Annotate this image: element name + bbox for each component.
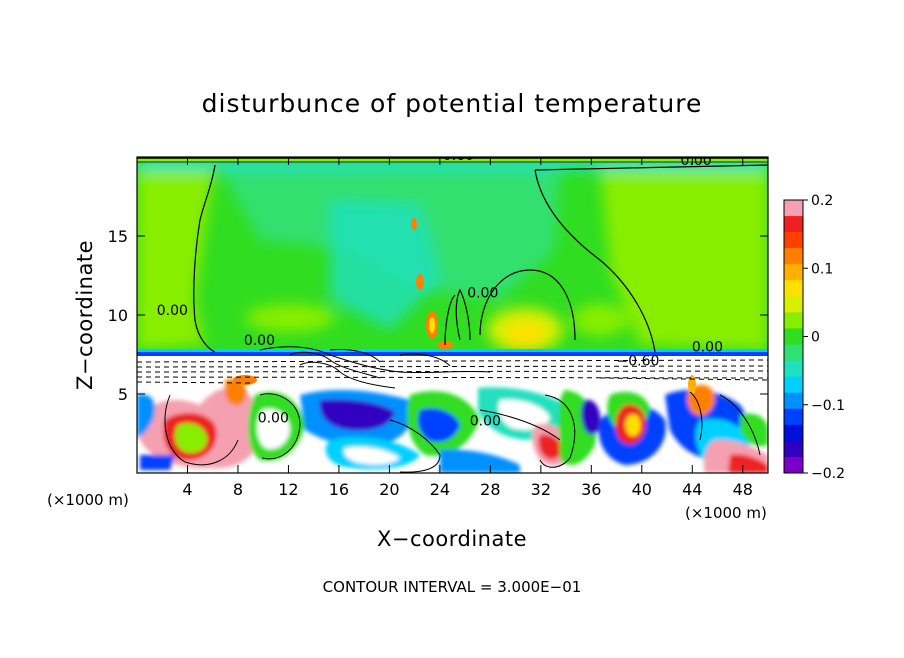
x-tick-label: 4	[182, 480, 192, 499]
colorbar-tick-label: 0.2	[811, 193, 833, 209]
contour-label: 0.00	[692, 339, 723, 355]
colorbar-ticks: 0.2 0.1 0 −0.1 −0.2	[803, 193, 845, 482]
chart-title: disturbunce of potential temperature	[202, 89, 703, 118]
top-strip	[137, 157, 768, 161]
colorbar-swatch	[784, 232, 803, 249]
colorbar-swatch	[784, 376, 803, 394]
colorbar-swatch	[784, 392, 803, 410]
colorbar-swatch	[784, 216, 803, 233]
colorbar-swatch	[784, 328, 803, 346]
contour-lines	[137, 157, 768, 353]
colorbar-swatch	[784, 248, 803, 265]
contour-label: 0.00	[470, 414, 501, 430]
colorbar	[783, 199, 804, 474]
x-unit-right: (×1000 m)	[685, 504, 767, 522]
x-axis-ticks: 4 8 12 16 20 24 28 32 36 40 44 48	[182, 157, 753, 499]
y-tick-label: 10	[108, 306, 128, 325]
inversion-band-edge	[137, 351, 768, 356]
x-tick-label: 24	[430, 480, 450, 499]
colorbar-swatch	[784, 408, 803, 426]
contour-label: −0.60	[431, 148, 474, 164]
x-tick-label: 8	[233, 480, 243, 499]
colorbar-swatch	[784, 296, 803, 313]
contour-label: 0.00	[680, 153, 711, 169]
y-tick-label: 15	[108, 227, 128, 246]
colorbar-swatch	[784, 360, 803, 378]
x-tick-label: 32	[531, 480, 551, 499]
colorbar-swatch	[784, 280, 803, 297]
contour-label: −0.60	[617, 354, 660, 370]
colorbar-tick-label: −0.2	[811, 466, 845, 482]
inversion-band-edge-2	[137, 349, 768, 352]
colorbar-swatch	[784, 200, 803, 217]
x-tick-label: 12	[278, 480, 298, 499]
colorbar-swatch	[784, 312, 803, 329]
colorbar-swatch	[784, 440, 803, 458]
y-axis-label: Z−coordinate	[73, 240, 97, 390]
x-tick-label: 28	[480, 480, 500, 499]
colorbar-swatch	[784, 344, 803, 362]
colorbar-swatch	[784, 456, 803, 474]
plot-area: 0.00 0.00 0.00 0.00 0.00 0.00 0.00 −0.60 −0.60	[137, 148, 768, 473]
y-axis-ticks: 5 10 15	[108, 227, 768, 404]
x-tick-label: 36	[581, 480, 601, 499]
contour-label: 0.00	[258, 410, 289, 426]
x-tick-label: 40	[632, 480, 652, 499]
contour-label: 0.00	[467, 286, 498, 302]
colorbar-tick-label: −0.1	[811, 398, 845, 414]
lower-layer-eddies	[137, 378, 768, 473]
colorbar-swatch	[784, 264, 803, 281]
y-tick-label: 5	[118, 385, 128, 404]
contour-label: 0.00	[157, 303, 188, 319]
x-axis-label: X−coordinate	[377, 527, 527, 551]
colorbar-tick-label: 0.1	[811, 261, 833, 277]
x-tick-label: 20	[379, 480, 399, 499]
x-unit-left: (×1000 m)	[47, 491, 129, 509]
x-tick-label: 44	[682, 480, 702, 499]
contour-interval-note: CONTOUR INTERVAL = 3.000E−01	[323, 578, 582, 596]
colorbar-tick-label: 0	[811, 330, 820, 346]
x-tick-label: 48	[733, 480, 753, 499]
colorbar-swatch	[784, 424, 803, 442]
lower-contours	[164, 346, 761, 473]
contour-label-layer: 0.00 0.00 0.00 0.00 0.00 0.00 0.00 −0.60 −0.60	[157, 148, 723, 430]
x-tick-label: 16	[329, 480, 349, 499]
contour-label: 0.00	[244, 333, 275, 349]
